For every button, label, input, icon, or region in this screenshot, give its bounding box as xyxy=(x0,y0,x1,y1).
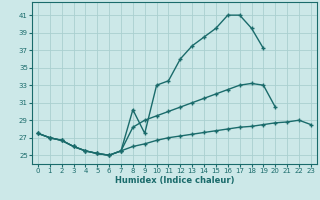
X-axis label: Humidex (Indice chaleur): Humidex (Indice chaleur) xyxy=(115,176,234,185)
